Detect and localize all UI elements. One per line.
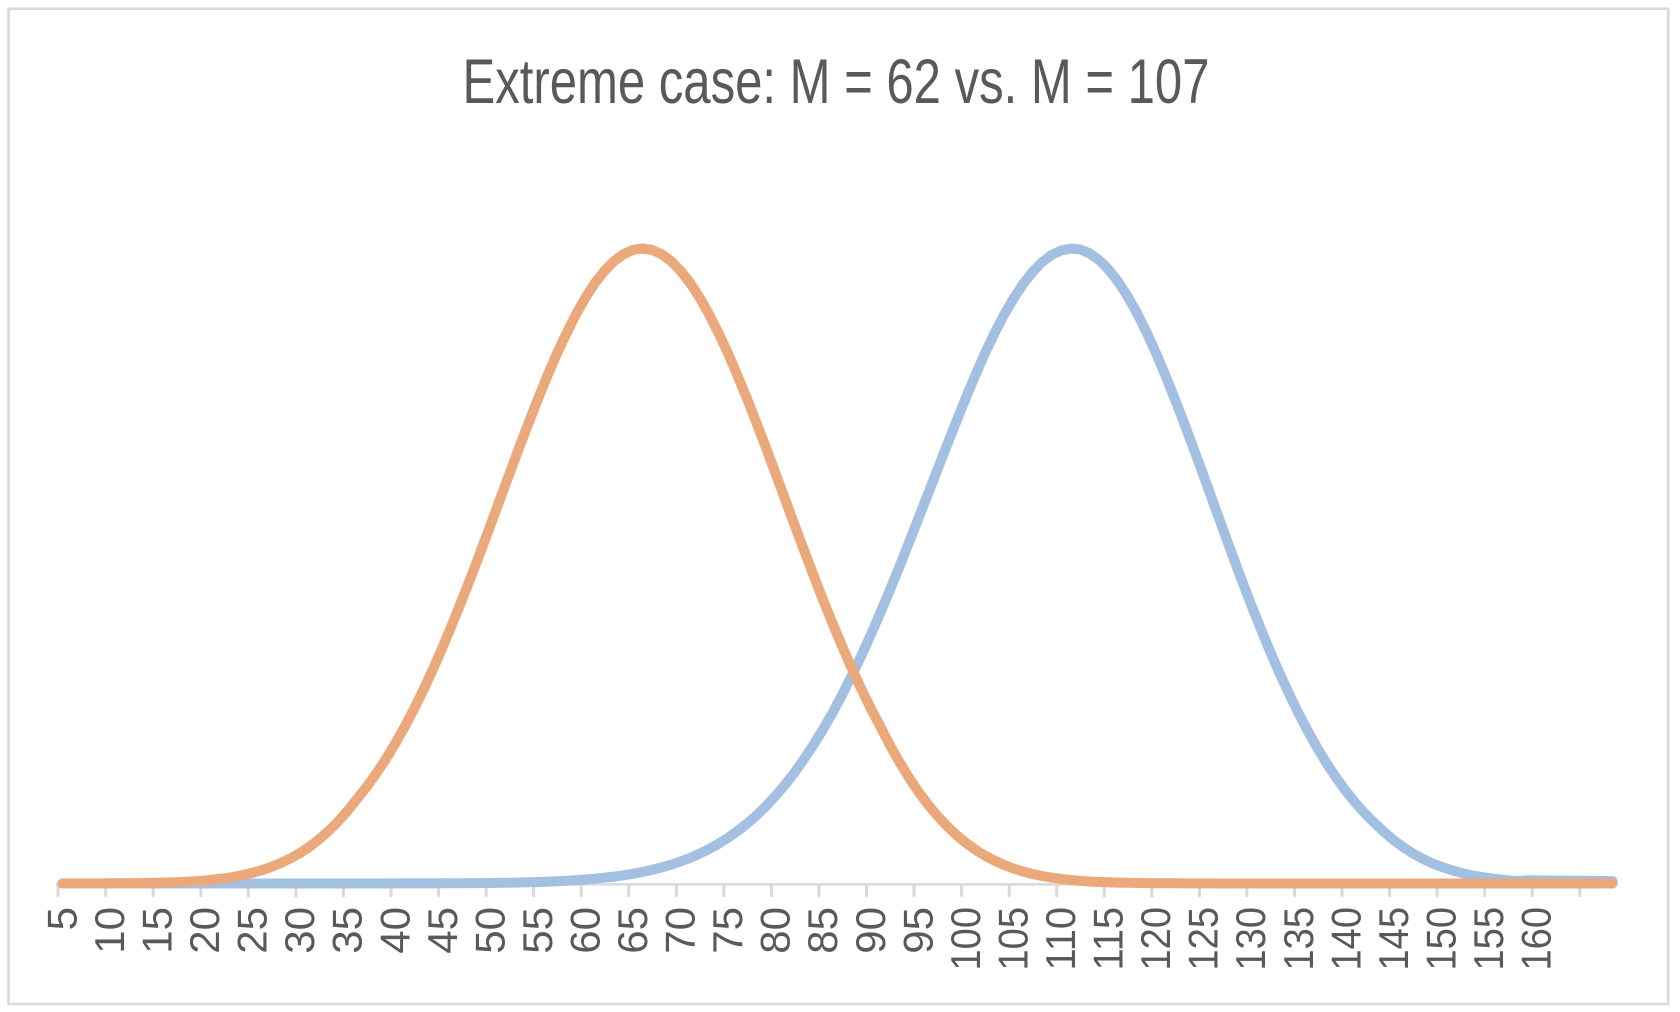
svg-text:95: 95	[894, 907, 941, 954]
svg-text:85: 85	[799, 907, 846, 954]
svg-text:45: 45	[419, 907, 466, 954]
svg-text:80: 80	[752, 907, 799, 954]
svg-text:65: 65	[609, 907, 656, 954]
svg-text:135: 135	[1275, 907, 1322, 971]
svg-text:90: 90	[847, 907, 894, 954]
svg-text:100: 100	[942, 907, 989, 971]
svg-text:30: 30	[276, 907, 323, 954]
svg-text:Extreme case: M = 62 vs. M = 1: Extreme case: M = 62 vs. M = 107	[463, 47, 1210, 117]
svg-text:50: 50	[466, 907, 513, 954]
svg-text:10: 10	[86, 907, 133, 954]
svg-text:70: 70	[657, 907, 704, 954]
svg-text:145: 145	[1370, 907, 1417, 971]
svg-text:115: 115	[1085, 907, 1132, 971]
svg-text:125: 125	[1180, 907, 1227, 971]
svg-text:120: 120	[1132, 907, 1179, 971]
svg-text:40: 40	[371, 907, 418, 954]
svg-text:20: 20	[181, 907, 228, 954]
svg-text:75: 75	[704, 907, 751, 954]
svg-text:25: 25	[229, 907, 276, 954]
svg-text:160: 160	[1513, 907, 1560, 971]
svg-text:15: 15	[134, 907, 181, 954]
svg-text:140: 140	[1322, 907, 1369, 971]
svg-text:55: 55	[514, 907, 561, 954]
svg-text:155: 155	[1465, 907, 1512, 971]
svg-text:60: 60	[562, 907, 609, 954]
svg-text:35: 35	[324, 907, 371, 954]
svg-text:5: 5	[38, 907, 85, 930]
svg-text:105: 105	[990, 907, 1037, 971]
svg-text:130: 130	[1227, 907, 1274, 971]
svg-text:150: 150	[1417, 907, 1464, 971]
svg-text:110: 110	[1037, 907, 1084, 971]
